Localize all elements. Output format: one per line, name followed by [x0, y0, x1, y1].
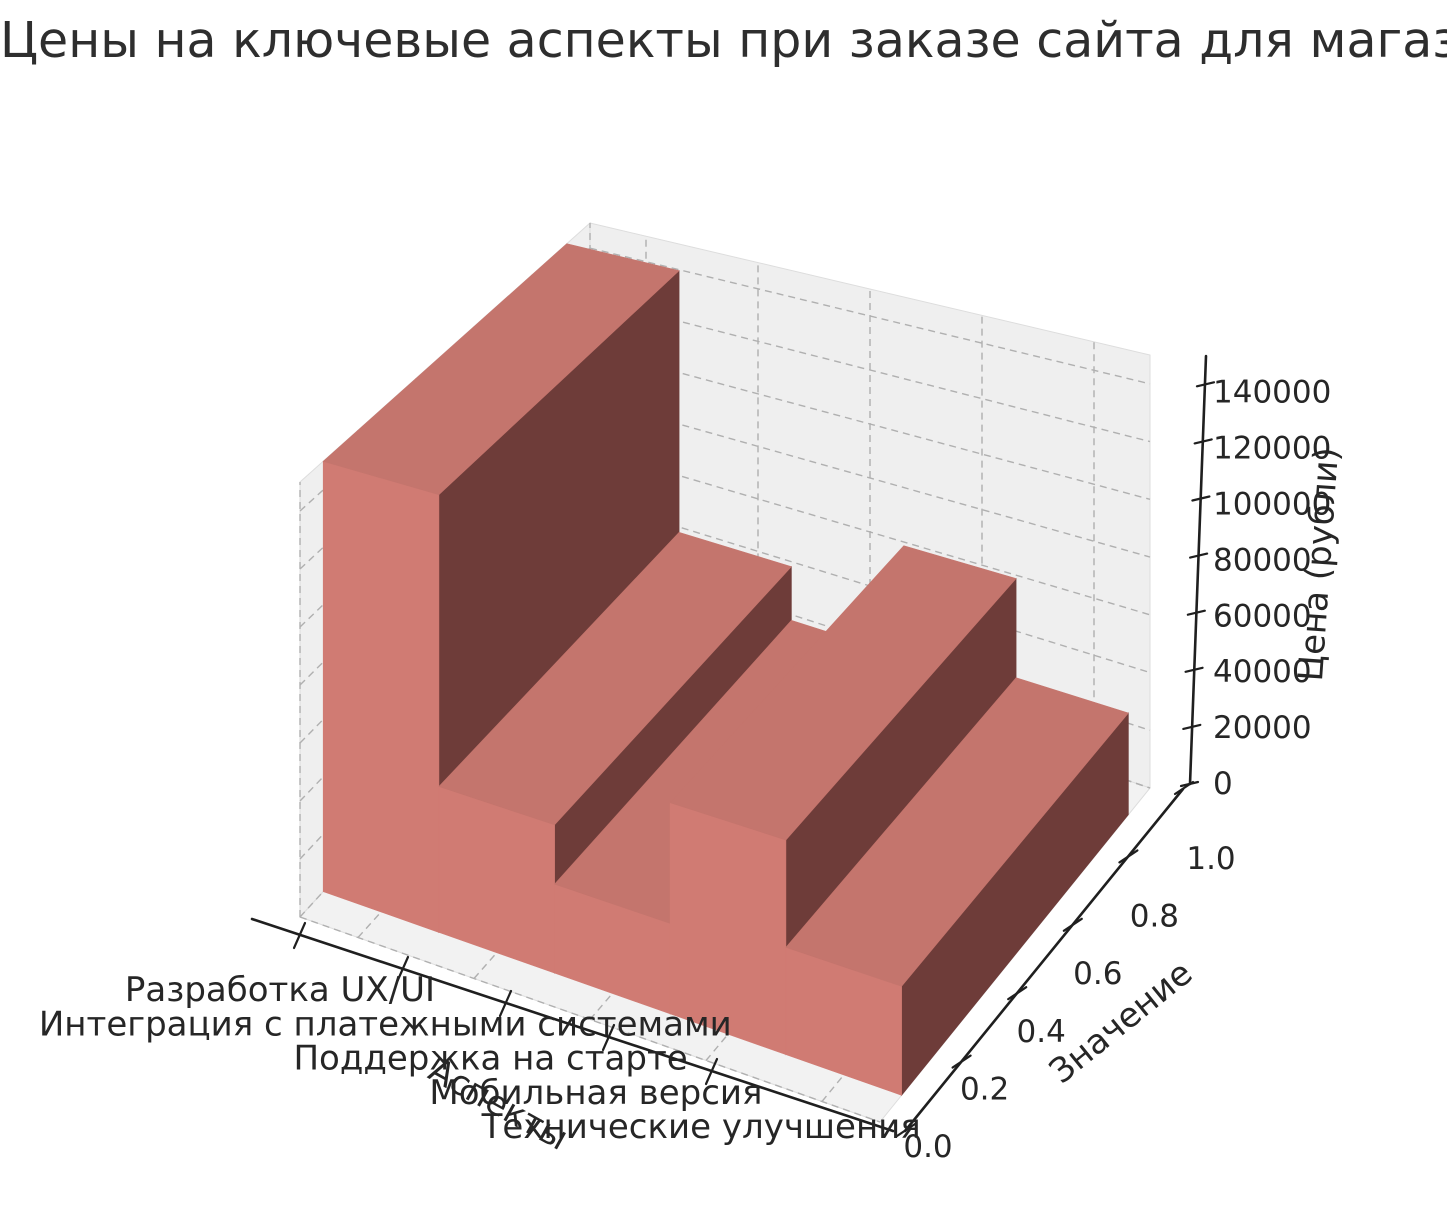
- bars: [322, 243, 1129, 1097]
- z-tick-label: 140000: [1213, 375, 1331, 411]
- z-tick-label: 60000: [1213, 598, 1312, 634]
- y-tick-label: 0.8: [1130, 899, 1179, 935]
- chart-title: Цены на ключевые аспекты при заказе сайт…: [0, 12, 1447, 69]
- y-tick: [951, 1054, 972, 1069]
- bar-face-top: [322, 243, 680, 496]
- y-tick: [1007, 986, 1028, 1001]
- x-tick-label: Поддержка на старте: [293, 1039, 687, 1079]
- x-tick-label: Разработка UX/UI: [125, 970, 435, 1010]
- x-tick: [601, 1023, 616, 1052]
- z-tick: [1186, 609, 1206, 616]
- x-tick: [395, 955, 410, 984]
- y-tick: [895, 1122, 917, 1138]
- bar-face-front: [322, 460, 440, 933]
- grid-y-floor: [299, 916, 881, 1123]
- z-tick: [1195, 381, 1216, 388]
- x-tick-label: Технические улучшения: [481, 1107, 921, 1147]
- bar-4: [785, 677, 1129, 1097]
- z-tick: [1179, 780, 1200, 788]
- z-tick-label: 120000: [1213, 431, 1331, 467]
- x-tick: [292, 921, 307, 950]
- z-tick-label: 0: [1213, 766, 1233, 802]
- z-tick-label: 80000: [1213, 542, 1312, 578]
- y-tick: [1062, 917, 1083, 932]
- z-tick: [1191, 495, 1211, 502]
- x-axis-line: [250, 917, 895, 1133]
- axis-lines: [250, 354, 1216, 1138]
- z-tick: [1193, 438, 1213, 445]
- x-tick: [498, 989, 513, 1018]
- bar-face-top: [785, 677, 1129, 987]
- z-tick-label: 20000: [1213, 710, 1312, 746]
- y-tick-label: 0.4: [1017, 1014, 1066, 1050]
- y-tick-label: 0.6: [1073, 956, 1122, 992]
- x-tick-label: Мобильная версия: [429, 1073, 762, 1113]
- z-tick-label: 100000: [1213, 487, 1331, 523]
- z-tick: [1182, 723, 1202, 731]
- z-tick: [1184, 666, 1204, 673]
- y-tick: [1118, 849, 1139, 864]
- z-tick-label: 40000: [1213, 654, 1312, 690]
- z-tick: [1189, 552, 1209, 559]
- y-tick-label: 0.0: [903, 1129, 952, 1165]
- x-tick: [704, 1057, 719, 1086]
- z-axis-line: [1188, 354, 1208, 786]
- z-axis-title: Цена (рубли): [1291, 446, 1347, 682]
- x-tick-label: Интеграция с платежными системами: [39, 1004, 732, 1044]
- bar-face-top: [438, 532, 792, 826]
- y-tick-label: 1.0: [1186, 841, 1235, 877]
- y-tick-label: 0.2: [960, 1071, 1009, 1107]
- y-axis-line: [903, 787, 1185, 1133]
- bar-face-top: [669, 545, 1017, 841]
